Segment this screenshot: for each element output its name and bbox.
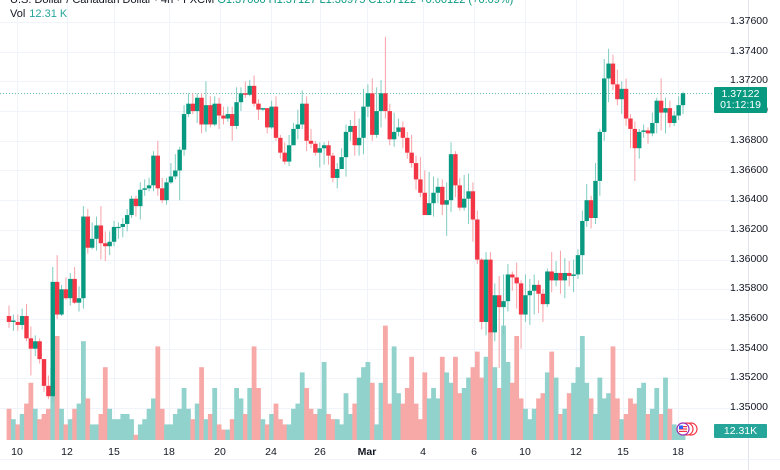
- time-axis-border: [0, 459, 780, 460]
- price-axis-label: 1.36200: [730, 222, 768, 235]
- price-axis-label: 1.35000: [730, 401, 768, 414]
- exchange: FXCM: [183, 0, 215, 6]
- ohlc-values: O1.37000 H1.37127 L1.36975 C1.37122 +0.0…: [217, 0, 514, 6]
- volume-tag: 12.31K: [714, 424, 767, 438]
- volume-value: 12.31 K: [29, 8, 68, 20]
- time-axis-label: 12: [570, 446, 582, 458]
- price-axis-border: [748, 0, 749, 470]
- time-axis-label: 18: [163, 446, 175, 458]
- time-axis-label: 4: [420, 446, 426, 458]
- time-axis-label: 15: [617, 446, 629, 458]
- price-axis-label: 1.37200: [730, 74, 768, 87]
- time-axis-label: 20: [214, 446, 226, 458]
- price-axis-label: 1.36400: [730, 193, 768, 206]
- bar-countdown: 01:12:19: [720, 99, 761, 111]
- time-axis-label: 6: [471, 446, 477, 458]
- price-axis-label: 1.36800: [730, 133, 768, 146]
- last-price-tag: 1.37122 01:12:19: [714, 87, 767, 113]
- time-axis-label: 15: [108, 446, 120, 458]
- time-axis-label: 18: [672, 446, 684, 458]
- last-price: 1.37122: [721, 88, 760, 100]
- volume-bars: [6, 325, 686, 440]
- volume-label: Vol: [10, 8, 26, 20]
- price-axis-label: 1.37400: [730, 44, 768, 57]
- symbol-legend: U.S. Dollar / Canadian Dollar · 4h · FXC…: [10, 0, 513, 6]
- price-axis-label: 1.35800: [730, 282, 768, 295]
- price-axis-label: 1.36000: [730, 252, 768, 265]
- price-candles: [6, 36, 686, 403]
- volume-legend: Vol 12.31 K: [10, 8, 67, 20]
- time-axis-label: 26: [314, 446, 326, 458]
- time-axis-label: 12: [61, 446, 73, 458]
- price-axis-label: 1.36600: [730, 163, 768, 176]
- economic-events-flag-icon[interactable]: [676, 422, 698, 436]
- price-axis-label: 1.35400: [730, 341, 768, 354]
- interval: 4h: [161, 0, 174, 6]
- symbol-name: U.S. Dollar / Canadian Dollar: [10, 0, 152, 6]
- price-axis-label: 1.35200: [730, 371, 768, 384]
- time-axis-label: 10: [11, 446, 23, 458]
- time-axis-label: 24: [265, 446, 277, 458]
- time-axis-label: Mar: [357, 446, 377, 458]
- time-axis-label: 10: [519, 446, 531, 458]
- price-axis-label: 1.35600: [730, 312, 768, 324]
- price-axis-label: 1.37600: [730, 15, 768, 27]
